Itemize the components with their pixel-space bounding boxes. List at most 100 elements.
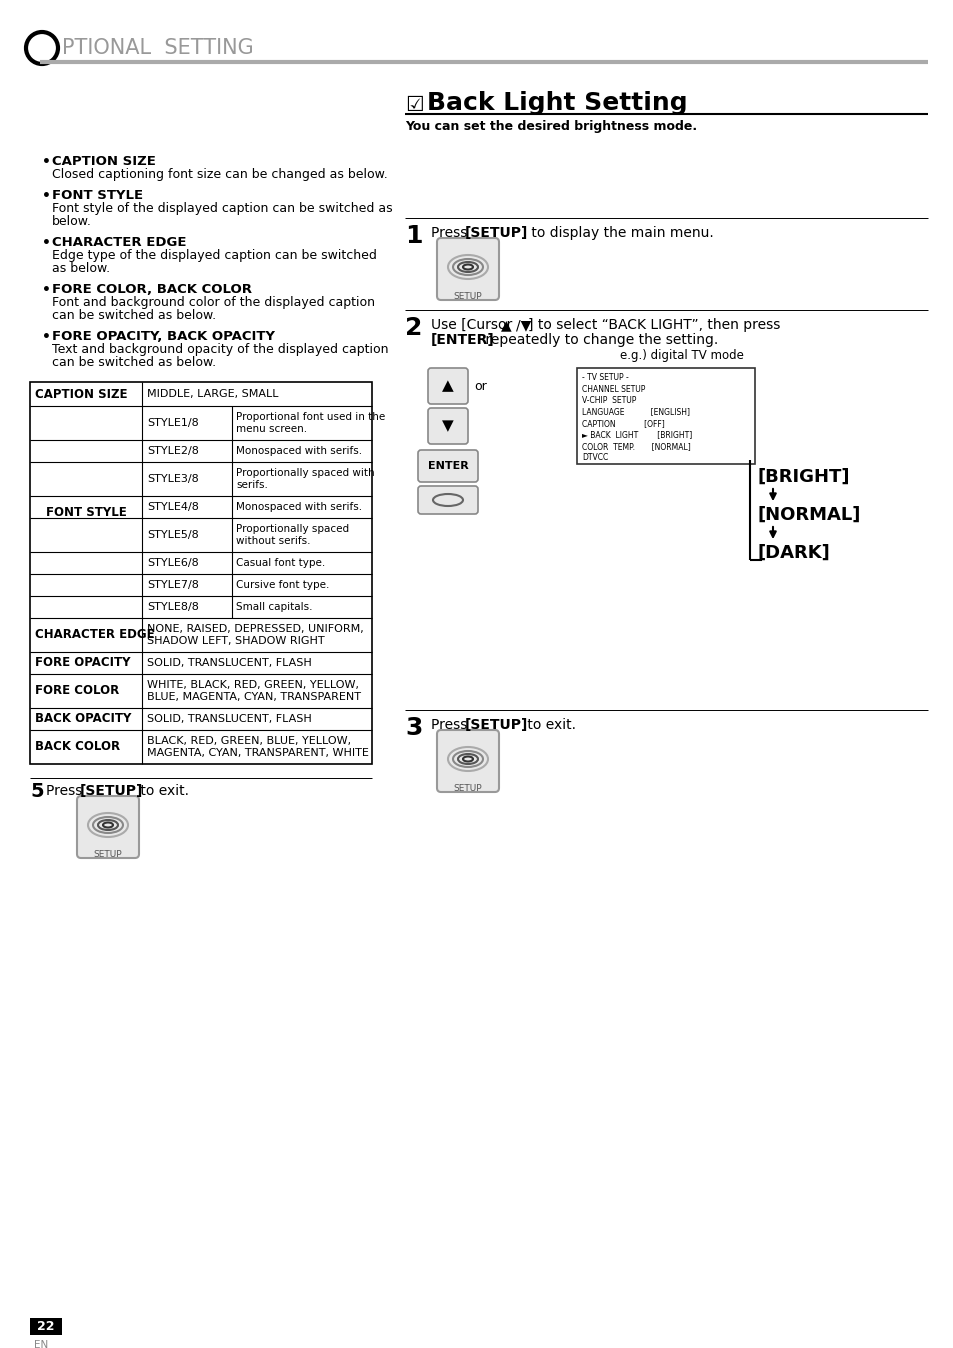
Text: •: • <box>42 236 51 249</box>
Text: STYLE4/8: STYLE4/8 <box>147 501 198 512</box>
Text: CAPTION SIZE: CAPTION SIZE <box>35 387 128 400</box>
Bar <box>30 1318 62 1335</box>
FancyBboxPatch shape <box>77 797 139 857</box>
Text: to display the main menu.: to display the main menu. <box>526 226 713 240</box>
Text: STYLE6/8: STYLE6/8 <box>147 558 198 568</box>
Text: e.g.) digital TV mode: e.g.) digital TV mode <box>619 349 743 363</box>
Text: ☑: ☑ <box>405 94 423 115</box>
Text: CAPTION            [OFF]: CAPTION [OFF] <box>581 419 664 429</box>
Text: can be switched as below.: can be switched as below. <box>52 309 216 322</box>
Text: - TV SETUP -: - TV SETUP - <box>581 373 628 381</box>
Text: Small capitals.: Small capitals. <box>235 603 313 612</box>
Text: ENTER: ENTER <box>427 461 468 470</box>
Text: Cursive font type.: Cursive font type. <box>235 580 329 590</box>
Text: CHARACTER EDGE: CHARACTER EDGE <box>35 628 154 642</box>
Text: •: • <box>42 189 51 204</box>
Text: EN: EN <box>34 1340 49 1348</box>
Text: Proportionally spaced with
serifs.: Proportionally spaced with serifs. <box>235 468 375 491</box>
Text: as below.: as below. <box>52 262 110 275</box>
Text: [BRIGHT]: [BRIGHT] <box>758 468 850 487</box>
Text: V-CHIP  SETUP: V-CHIP SETUP <box>581 396 636 404</box>
Text: 22: 22 <box>37 1320 54 1333</box>
FancyBboxPatch shape <box>428 368 468 404</box>
Text: NONE, RAISED, DEPRESSED, UNIFORM,
SHADOW LEFT, SHADOW RIGHT: NONE, RAISED, DEPRESSED, UNIFORM, SHADOW… <box>147 624 363 646</box>
Text: Press: Press <box>46 785 87 798</box>
Text: Text and background opacity of the displayed caption: Text and background opacity of the displ… <box>52 342 388 356</box>
Bar <box>30 381 372 764</box>
Text: [SETUP]: [SETUP] <box>464 226 528 240</box>
Text: repeatedly to change the setting.: repeatedly to change the setting. <box>480 333 718 346</box>
Text: to exit.: to exit. <box>136 785 189 798</box>
Text: Edge type of the displayed caption can be switched: Edge type of the displayed caption can b… <box>52 249 376 262</box>
FancyBboxPatch shape <box>436 239 498 301</box>
Text: Proportionally spaced
without serifs.: Proportionally spaced without serifs. <box>235 524 349 546</box>
Text: •: • <box>42 155 51 168</box>
Text: Proportional font used in the
menu screen.: Proportional font used in the menu scree… <box>235 412 385 434</box>
FancyBboxPatch shape <box>417 450 477 483</box>
Text: SETUP: SETUP <box>93 851 122 859</box>
Text: MIDDLE, LARGE, SMALL: MIDDLE, LARGE, SMALL <box>147 390 278 399</box>
Text: SOLID, TRANSLUCENT, FLASH: SOLID, TRANSLUCENT, FLASH <box>147 714 312 724</box>
Text: FORE COLOR, BACK COLOR: FORE COLOR, BACK COLOR <box>52 283 252 297</box>
Text: ► BACK  LIGHT        [BRIGHT]: ► BACK LIGHT [BRIGHT] <box>581 430 692 439</box>
FancyBboxPatch shape <box>417 487 477 514</box>
Text: below.: below. <box>52 214 91 228</box>
Text: SETUP: SETUP <box>454 785 482 793</box>
Text: SETUP: SETUP <box>454 293 482 301</box>
Text: BACK OPACITY: BACK OPACITY <box>35 713 132 725</box>
Text: BLACK, RED, GREEN, BLUE, YELLOW,
MAGENTA, CYAN, TRANSPARENT, WHITE: BLACK, RED, GREEN, BLUE, YELLOW, MAGENTA… <box>147 736 369 758</box>
Text: Use [Cursor: Use [Cursor <box>431 318 517 332</box>
Text: ▼: ▼ <box>441 418 454 434</box>
Text: 5: 5 <box>30 782 44 801</box>
Text: Closed captioning font size can be changed as below.: Closed captioning font size can be chang… <box>52 168 387 181</box>
Text: STYLE3/8: STYLE3/8 <box>147 474 198 484</box>
Text: Press: Press <box>431 718 471 732</box>
Text: Font and background color of the displayed caption: Font and background color of the display… <box>52 297 375 309</box>
Text: Casual font type.: Casual font type. <box>235 558 325 568</box>
Text: STYLE2/8: STYLE2/8 <box>147 446 198 456</box>
Text: FONT STYLE: FONT STYLE <box>52 189 143 202</box>
Text: [ENTER]: [ENTER] <box>431 333 495 346</box>
Text: COLOR  TEMP.       [NORMAL]: COLOR TEMP. [NORMAL] <box>581 442 690 452</box>
Text: STYLE5/8: STYLE5/8 <box>147 530 198 541</box>
Text: [SETUP]: [SETUP] <box>80 785 143 798</box>
Text: or: or <box>474 380 486 392</box>
Text: Back Light Setting: Back Light Setting <box>427 92 687 115</box>
Text: •: • <box>42 330 51 344</box>
Text: FORE OPACITY, BACK OPACITY: FORE OPACITY, BACK OPACITY <box>52 330 274 342</box>
Text: DTVCC: DTVCC <box>581 453 608 462</box>
Text: 2: 2 <box>405 315 422 340</box>
Text: CAPTION SIZE: CAPTION SIZE <box>52 155 155 168</box>
Text: CHANNEL SETUP: CHANNEL SETUP <box>581 384 644 394</box>
Text: FONT STYLE: FONT STYLE <box>46 506 126 519</box>
Text: Monospaced with serifs.: Monospaced with serifs. <box>235 446 362 456</box>
Text: PTIONAL  SETTING: PTIONAL SETTING <box>62 38 253 58</box>
Text: LANGUAGE           [ENGLISH]: LANGUAGE [ENGLISH] <box>581 407 689 417</box>
Text: [SETUP]: [SETUP] <box>464 718 528 732</box>
Text: CHARACTER EDGE: CHARACTER EDGE <box>52 236 186 249</box>
Text: to exit.: to exit. <box>522 718 576 732</box>
Text: Monospaced with serifs.: Monospaced with serifs. <box>235 501 362 512</box>
Text: [DARK]: [DARK] <box>758 545 830 562</box>
Text: STYLE7/8: STYLE7/8 <box>147 580 198 590</box>
FancyBboxPatch shape <box>436 731 498 793</box>
Text: WHITE, BLACK, RED, GREEN, YELLOW,
BLUE, MAGENTA, CYAN, TRANSPARENT: WHITE, BLACK, RED, GREEN, YELLOW, BLUE, … <box>147 679 360 702</box>
Text: STYLE8/8: STYLE8/8 <box>147 603 198 612</box>
Text: Press: Press <box>431 226 471 240</box>
Bar <box>577 368 754 464</box>
Text: BACK COLOR: BACK COLOR <box>35 740 120 754</box>
Text: 3: 3 <box>405 716 422 740</box>
Text: FORE OPACITY: FORE OPACITY <box>35 656 131 670</box>
Text: can be switched as below.: can be switched as below. <box>52 356 216 369</box>
Text: SOLID, TRANSLUCENT, FLASH: SOLID, TRANSLUCENT, FLASH <box>147 658 312 669</box>
Text: STYLE1/8: STYLE1/8 <box>147 418 198 429</box>
Text: [NORMAL]: [NORMAL] <box>758 506 861 524</box>
Text: Font style of the displayed caption can be switched as: Font style of the displayed caption can … <box>52 202 393 214</box>
Text: ▲ /▼: ▲ /▼ <box>500 318 531 332</box>
Text: ] to select “BACK LIGHT”, then press: ] to select “BACK LIGHT”, then press <box>527 318 780 332</box>
Text: ▲: ▲ <box>441 379 454 394</box>
FancyBboxPatch shape <box>428 408 468 443</box>
Text: FORE COLOR: FORE COLOR <box>35 685 119 697</box>
Text: •: • <box>42 283 51 297</box>
Text: 1: 1 <box>405 224 422 248</box>
